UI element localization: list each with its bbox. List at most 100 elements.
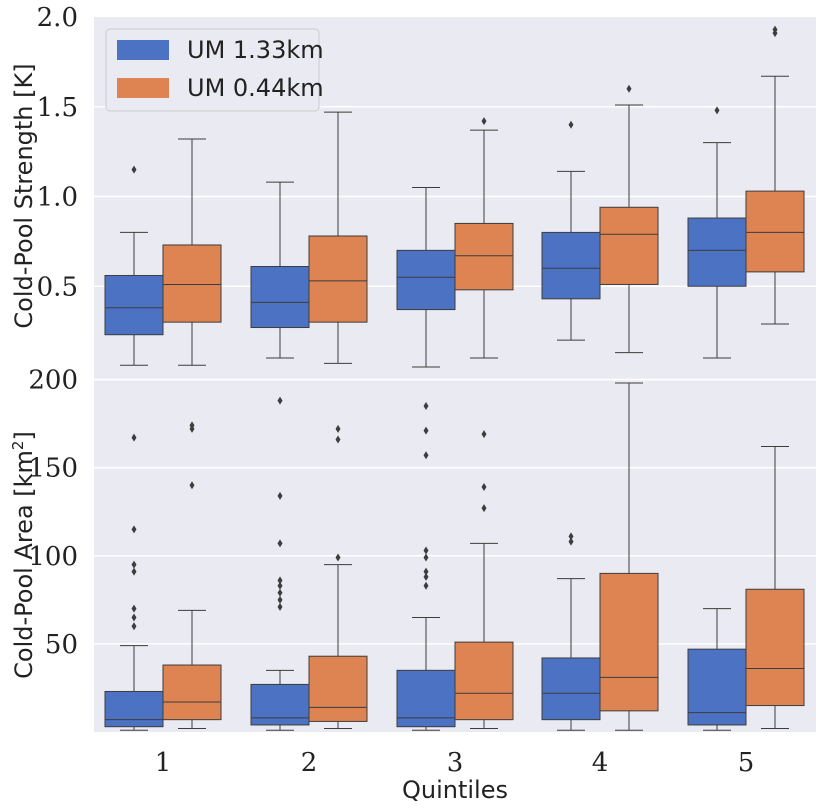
outlier-point: [335, 435, 341, 444]
area-y-tick-label: 150: [28, 454, 78, 484]
area-y-axis-label: Cold-Pool Area [km2]: [9, 431, 38, 679]
strength-box-um044-q3: [454, 117, 514, 359]
outlier-point: [423, 553, 429, 562]
strength-y-axis-label: Cold-Pool Strength [K]: [10, 63, 38, 328]
outlier-point: [423, 572, 429, 581]
area-y-ticks: 50 100 150 200: [28, 366, 78, 660]
box-iqr: [454, 641, 514, 721]
outlier-point: [626, 84, 632, 93]
outlier-point: [335, 553, 341, 562]
box-iqr: [396, 669, 456, 728]
outlier-point: [131, 433, 137, 442]
outlier-point: [335, 424, 341, 433]
area-box-um044-q4: [599, 382, 659, 731]
outlier-point: [131, 567, 137, 576]
area-box-um044-q2: [308, 424, 368, 729]
strength-box-um044-q1: [162, 138, 222, 366]
outlier-point: [131, 622, 137, 631]
outlier-point: [481, 430, 487, 439]
outlier-point: [481, 117, 487, 126]
strength-panel: 0.5 1.0 1.5 2.0 Cold-Pool Strength [K] UM 1…: [10, 3, 816, 376]
area-y-tick-label: 50: [45, 630, 78, 660]
box-iqr: [250, 266, 310, 329]
area-panel: 50 100 150 200 1 2 3 4 5 Cold-Pool Area [km2] Q…: [9, 366, 816, 804]
outlier-point: [481, 504, 487, 513]
area-box-um044-q1: [162, 421, 222, 729]
legend-swatch-um133: [117, 40, 169, 60]
outlier-point: [568, 120, 574, 129]
outlier-point: [423, 401, 429, 410]
box-iqr: [250, 683, 310, 726]
area-box-um133-q4: [541, 532, 601, 731]
x-tick-label: 1: [155, 748, 172, 778]
outlier-point: [277, 602, 283, 611]
area-y-tick-label: 200: [28, 366, 78, 396]
area-box-um044-q5: [745, 445, 805, 729]
x-tick-label: 4: [592, 748, 609, 778]
outlier-point: [568, 537, 574, 546]
box-iqr: [454, 222, 514, 291]
outlier-point: [423, 546, 429, 555]
box-iqr: [599, 206, 659, 285]
outlier-point: [481, 483, 487, 492]
box-iqr: [687, 648, 747, 726]
outlier-point: [131, 604, 137, 613]
outlier-point: [277, 588, 283, 597]
area-box-um133-q3: [396, 401, 456, 731]
legend-label-um133: UM 1.33km: [187, 36, 324, 64]
outlier-point: [277, 576, 283, 585]
outlier-point: [277, 595, 283, 604]
outlier-point: [277, 539, 283, 548]
strength-y-tick-label: 1.5: [37, 93, 78, 123]
outlier-point: [423, 451, 429, 460]
x-ticks: 1 2 3 4 5: [155, 748, 755, 778]
outlier-point: [714, 106, 720, 115]
strength-box-um044-q2: [308, 111, 368, 364]
strength-y-ticks: 0.5 1.0 1.5 2.0: [37, 3, 78, 302]
area-y-tick-label: 100: [28, 542, 78, 572]
outlier-point: [277, 581, 283, 590]
box-iqr: [541, 657, 601, 721]
legend-label-um044: UM 0.44km: [187, 74, 324, 102]
x-tick-label: 2: [301, 748, 318, 778]
box-iqr: [745, 190, 805, 273]
outlier-point: [772, 25, 778, 34]
strength-box-um044-q5: [745, 25, 805, 325]
outlier-point: [423, 567, 429, 576]
strength-y-tick-label: 1.0: [37, 183, 78, 213]
strength-box-um133-q4: [541, 120, 601, 341]
box-iqr: [104, 690, 164, 728]
strength-box-um133-q3: [396, 187, 456, 368]
box-iqr: [104, 274, 164, 336]
area-box-um044-q3: [454, 430, 514, 729]
box-iqr: [541, 231, 601, 300]
outlier-point: [131, 613, 137, 622]
box-iqr: [396, 249, 456, 311]
outlier-point: [277, 396, 283, 405]
box-iqr: [687, 217, 747, 287]
x-tick-label: 5: [738, 748, 755, 778]
area-boxes: [104, 382, 805, 731]
box-iqr: [162, 664, 222, 721]
box-iqr: [308, 235, 368, 323]
legend: UM 1.33km UM 0.44km: [105, 28, 324, 112]
strength-boxes: [104, 25, 805, 368]
box-iqr: [308, 655, 368, 722]
outlier-point: [131, 165, 137, 174]
area-box-um133-q5: [687, 608, 747, 731]
outlier-point: [277, 491, 283, 500]
strength-box-um133-q5: [687, 106, 747, 359]
area-box-um133-q1: [104, 433, 164, 731]
x-tick-label: 3: [447, 748, 464, 778]
outlier-point: [189, 481, 195, 490]
outlier-point: [189, 421, 195, 430]
strength-box-um044-q4: [599, 84, 659, 354]
strength-y-tick-label: 0.5: [37, 272, 78, 302]
outlier-point: [131, 560, 137, 569]
box-iqr: [745, 588, 805, 707]
box-iqr: [162, 244, 222, 323]
area-box-um133-q2: [250, 396, 310, 731]
legend-swatch-um044: [117, 78, 169, 98]
outlier-point: [131, 525, 137, 534]
